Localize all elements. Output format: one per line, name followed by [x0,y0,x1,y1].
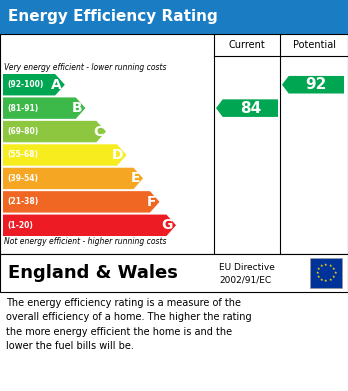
Text: (81-91): (81-91) [7,104,38,113]
Text: ★: ★ [332,275,335,279]
Polygon shape [216,99,278,117]
Text: ★: ★ [324,263,328,267]
Text: Very energy efficient - lower running costs: Very energy efficient - lower running co… [4,63,166,72]
Polygon shape [3,168,143,189]
Text: (39-54): (39-54) [7,174,38,183]
Bar [0,34,348,254]
Text: EU Directive: EU Directive [219,263,275,272]
Polygon shape [282,76,344,93]
Polygon shape [3,215,176,236]
Text: ★: ★ [316,275,320,279]
Text: (21-38): (21-38) [7,197,38,206]
Text: ★: ★ [320,264,323,268]
Text: Not energy efficient - higher running costs: Not energy efficient - higher running co… [4,237,166,246]
Text: ★: ★ [329,278,332,282]
Text: Potential: Potential [293,40,335,50]
Text: (1-20): (1-20) [7,221,33,230]
Polygon shape [3,74,65,95]
Text: 2002/91/EC: 2002/91/EC [219,275,271,284]
Text: Current: Current [229,40,266,50]
Text: Energy Efficiency Rating: Energy Efficiency Rating [8,9,218,25]
Text: 84: 84 [240,100,261,116]
Text: The energy efficiency rating is a measure of the
overall efficiency of a home. T: The energy efficiency rating is a measur… [6,298,252,351]
Text: ★: ★ [320,278,323,282]
Text: F: F [147,195,157,209]
Text: ★: ★ [329,264,332,268]
Text: C: C [93,125,103,138]
Bar [0,0,348,34]
Text: 92: 92 [306,77,327,92]
Bar [310,258,342,288]
Text: A: A [51,78,62,92]
Text: B: B [72,101,82,115]
Text: (92-100): (92-100) [7,80,44,89]
Polygon shape [3,144,127,166]
Text: ★: ★ [324,280,328,283]
Polygon shape [3,97,85,119]
Bar [0,254,348,292]
Text: England & Wales: England & Wales [8,264,178,282]
Text: G: G [162,218,173,232]
Text: D: D [112,148,124,162]
Text: (55-68): (55-68) [7,151,38,160]
Text: E: E [130,171,140,185]
Text: ★: ★ [316,267,320,271]
Text: ★: ★ [332,267,335,271]
Text: ★: ★ [333,271,337,275]
Polygon shape [3,191,160,213]
Text: (69-80): (69-80) [7,127,38,136]
Text: ★: ★ [315,271,319,275]
Polygon shape [3,121,106,142]
